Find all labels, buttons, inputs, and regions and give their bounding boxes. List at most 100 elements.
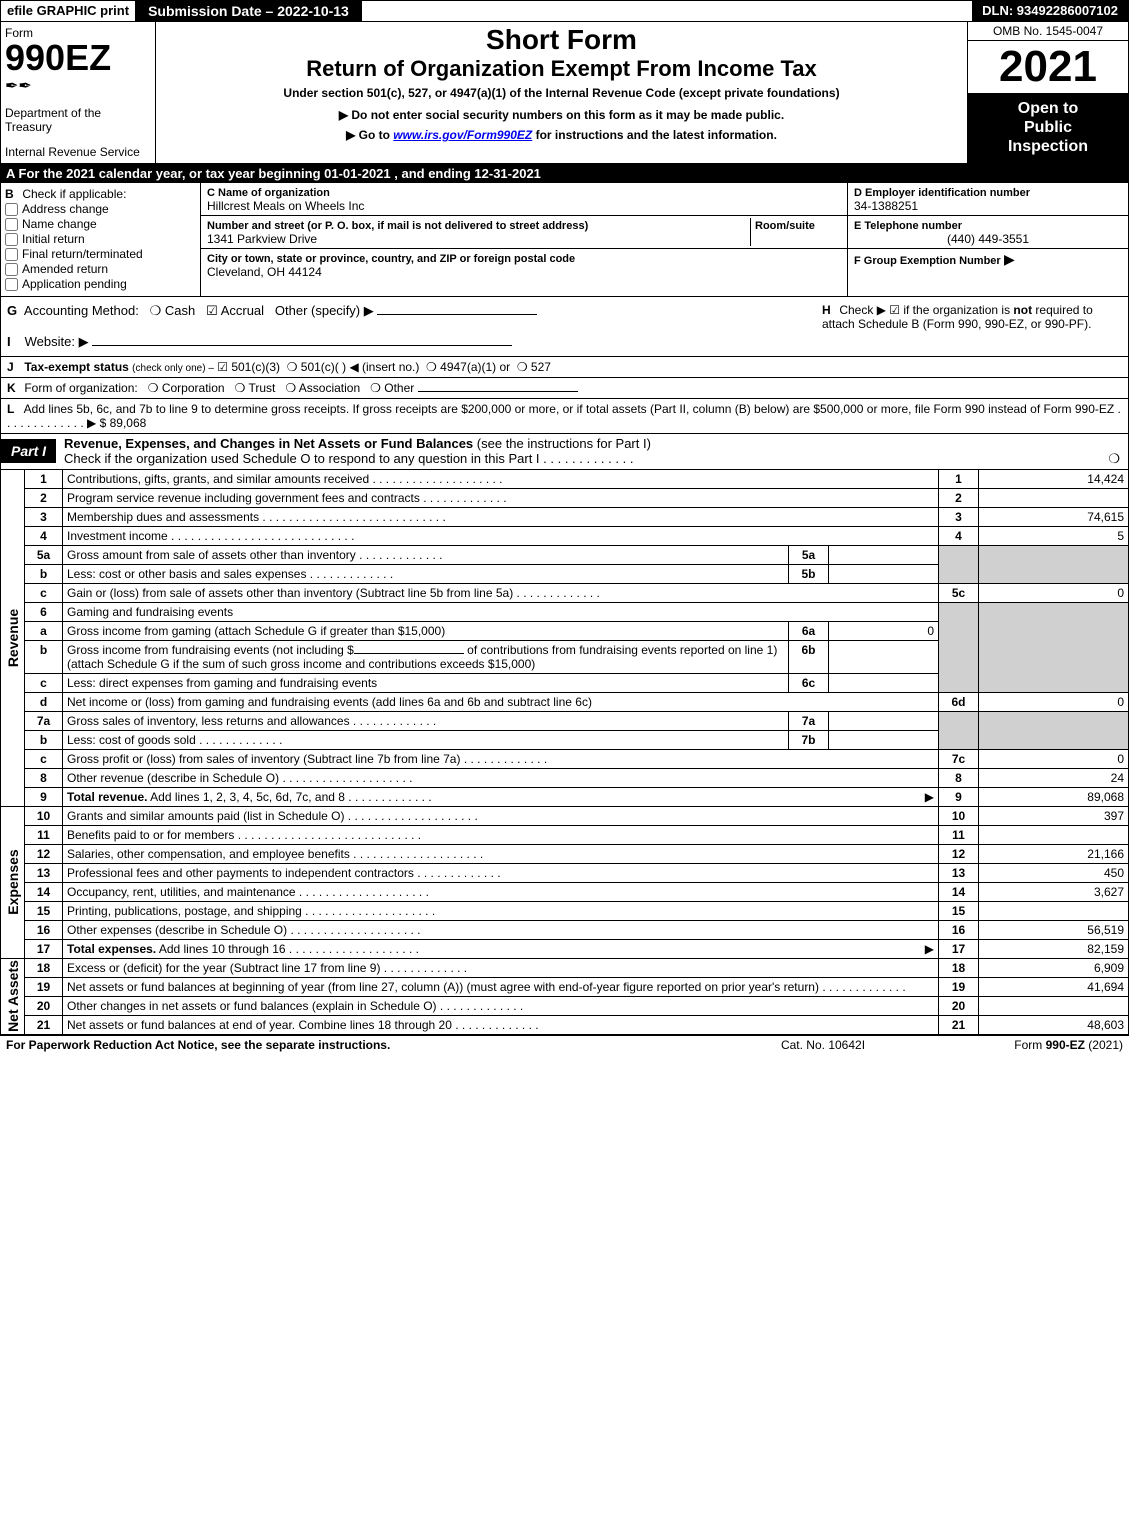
l1-amt: 14,424 (979, 470, 1129, 489)
line-4: 4 Investment income 4 5 (1, 526, 1129, 545)
line-14: 14 Occupancy, rent, utilities, and maint… (1, 882, 1129, 901)
k-trust[interactable]: ❍ Trust (235, 381, 276, 395)
l9-amt: 89,068 (979, 787, 1129, 806)
l6c-mini: 6c (789, 673, 829, 692)
l21-box: 21 (939, 1015, 979, 1034)
label-b: B (5, 187, 19, 201)
l1-box: 1 (939, 470, 979, 489)
line-16: 16 Other expenses (describe in Schedule … (1, 920, 1129, 939)
lbl-initial-return: Initial return (22, 232, 85, 246)
l10-n: 10 (25, 806, 63, 825)
l9-d2: Add lines 1, 2, 3, 4, 5c, 6d, 7c, and 8 (147, 790, 344, 804)
k-other[interactable]: ❍ Other (370, 381, 414, 395)
l3-n: 3 (25, 507, 63, 526)
goto-pre: ▶ Go to (346, 128, 393, 142)
l5a-mini: 5a (789, 545, 829, 564)
l6c-d: Less: direct expenses from gaming and fu… (67, 676, 377, 690)
line-12: 12 Salaries, other compensation, and emp… (1, 844, 1129, 863)
l6a-mini: 6a (789, 621, 829, 640)
l5b-d: Less: cost or other basis and sales expe… (67, 567, 306, 581)
org-address: 1341 Parkview Drive (207, 232, 317, 246)
efile-print-button[interactable]: efile GRAPHIC print (1, 1, 136, 21)
omb-number: OMB No. 1545-0047 (968, 22, 1128, 41)
lbl-application-pending: Application pending (22, 277, 127, 291)
j-527[interactable]: ❍ 527 (517, 360, 551, 374)
cb-name-change[interactable] (5, 218, 18, 231)
l3-box: 3 (939, 507, 979, 526)
part-1-checkbox[interactable]: ❍ (1108, 451, 1120, 467)
org-city: Cleveland, OH 44124 (207, 265, 322, 279)
l20-n: 20 (25, 996, 63, 1015)
line-6: 6 Gaming and fundraising events (1, 602, 1129, 621)
l2-d: Program service revenue including govern… (67, 491, 420, 505)
l4-d: Investment income (67, 529, 168, 543)
l7a-mini: 7a (789, 711, 829, 730)
row-h: H Check ▶ ☑ if the organization is not r… (822, 303, 1122, 350)
line-15: 15 Printing, publications, postage, and … (1, 901, 1129, 920)
k-corp[interactable]: ❍ Corporation (148, 381, 225, 395)
l2-n: 2 (25, 488, 63, 507)
l7c-n: c (25, 749, 63, 768)
label-l: L (7, 402, 21, 416)
check-if-applicable: Check if applicable: (22, 187, 126, 201)
l5c-amt: 0 (979, 583, 1129, 602)
l5c-box: 5c (939, 583, 979, 602)
l7a-n: 7a (25, 711, 63, 730)
l6b-mini: 6b (789, 640, 829, 673)
l7b-n: b (25, 730, 63, 749)
l21-n: 21 (25, 1015, 63, 1034)
l6d-d: Net income or (loss) from gaming and fun… (67, 695, 592, 709)
l3-amt: 74,615 (979, 507, 1129, 526)
l5b-n: b (25, 564, 63, 583)
submission-date: Submission Date – 2022-10-13 (136, 1, 362, 21)
col-b: B Check if applicable: Address change Na… (1, 183, 201, 296)
label-i: I (7, 334, 21, 349)
cb-application-pending[interactable] (5, 278, 18, 291)
l19-amt: 41,694 (979, 977, 1129, 996)
footer-left: For Paperwork Reduction Act Notice, see … (6, 1038, 723, 1052)
l6b-d1: Gross income from fundraising events (no… (67, 643, 354, 657)
cb-amended-return[interactable] (5, 263, 18, 276)
line-10: Expenses 10 Grants and similar amounts p… (1, 806, 1129, 825)
page-footer: For Paperwork Reduction Act Notice, see … (0, 1035, 1129, 1054)
h-not: not (1013, 303, 1032, 317)
k-assoc[interactable]: ❍ Association (285, 381, 360, 395)
lbl-name-change: Name change (22, 217, 97, 231)
l21-amt: 48,603 (979, 1015, 1129, 1034)
l-amount: $ 89,068 (100, 416, 147, 430)
cb-initial-return[interactable] (5, 233, 18, 246)
method-other[interactable]: Other (specify) ▶ (275, 303, 374, 318)
j-501c[interactable]: ❍ 501(c)( ) ◀ (insert no.) (287, 360, 420, 374)
l6d-amt: 0 (979, 692, 1129, 711)
l6c-n: c (25, 673, 63, 692)
l1-n: 1 (25, 470, 63, 489)
l2-box: 2 (939, 488, 979, 507)
l18-n: 18 (25, 958, 63, 977)
l17-d2: Add lines 10 through 16 (156, 942, 285, 956)
l16-n: 16 (25, 920, 63, 939)
l5a-d: Gross amount from sale of assets other t… (67, 548, 356, 562)
l5c-d: Gain or (loss) from sale of assets other… (67, 586, 513, 600)
name-of-org-label: Name of organization (218, 187, 330, 199)
j-sub: (check only one) – (132, 363, 214, 374)
goto-line: ▶ Go to www.irs.gov/Form990EZ for instru… (164, 128, 959, 142)
l15-n: 15 (25, 901, 63, 920)
line-7a: 7a Gross sales of inventory, less return… (1, 711, 1129, 730)
top-bar: efile GRAPHIC print Submission Date – 20… (0, 0, 1129, 22)
method-cash[interactable]: Cash (165, 303, 195, 318)
tax-year: 2021 (968, 41, 1128, 93)
j-4947[interactable]: ❍ 4947(a)(1) or (426, 360, 510, 374)
irs-link[interactable]: www.irs.gov/Form990EZ (393, 128, 532, 142)
ein: 34-1388251 (854, 199, 918, 213)
l16-box: 16 (939, 920, 979, 939)
lbl-address-change: Address change (22, 202, 109, 216)
method-accrual[interactable]: Accrual (221, 303, 264, 318)
cb-final-return[interactable] (5, 248, 18, 261)
l9-d: Total revenue. (67, 790, 147, 804)
form-header: Form 990EZ ✒︎✒︎ Department of the Treasu… (0, 22, 1129, 164)
l11-amt (979, 825, 1129, 844)
cb-address-change[interactable] (5, 203, 18, 216)
l-text: Add lines 5b, 6c, and 7b to line 9 to de… (24, 402, 1115, 416)
j-501c3[interactable]: ☑ 501(c)(3) (217, 360, 280, 374)
line-19: 19 Net assets or fund balances at beginn… (1, 977, 1129, 996)
